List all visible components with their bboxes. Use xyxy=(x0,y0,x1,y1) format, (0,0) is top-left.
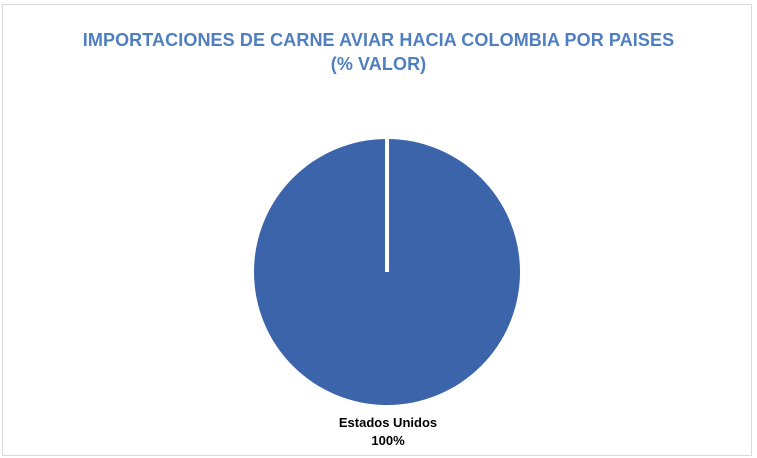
chart-subtitle: (% VALOR) xyxy=(330,54,427,74)
chart-title: IMPORTACIONES DE CARNE AVIAR HACIA COLOM… xyxy=(82,30,675,50)
pie-data-label: Estados Unidos 100% xyxy=(288,414,488,450)
chart-title-block: IMPORTACIONES DE CARNE AVIAR HACIA COLOM… xyxy=(0,28,757,76)
pie-label-category: Estados Unidos xyxy=(338,415,438,430)
pie-label-percent: 100% xyxy=(371,433,405,448)
